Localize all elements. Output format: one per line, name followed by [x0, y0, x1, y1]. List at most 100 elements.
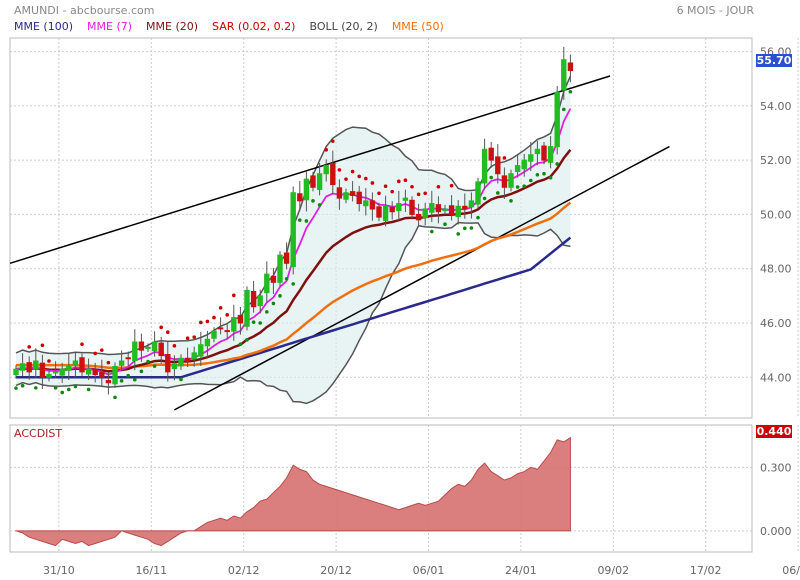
candle-down — [224, 330, 230, 333]
legend-mme50: MME (50) — [391, 20, 444, 33]
candle-down — [79, 357, 85, 373]
candle-down — [310, 175, 316, 188]
candle-down — [250, 291, 257, 308]
candle-up — [13, 368, 19, 376]
sar-dot-support — [311, 199, 315, 203]
sar-dot-support — [139, 369, 144, 374]
candle-up — [66, 365, 72, 371]
candle-up — [475, 181, 481, 205]
sar-dot-support — [113, 395, 117, 400]
sar-dot-resistance — [410, 184, 414, 189]
sar-dot-resistance — [172, 344, 177, 348]
candle-up — [118, 360, 125, 366]
candle-up — [396, 203, 402, 212]
sar-dot-resistance — [390, 189, 395, 194]
candle-down — [349, 191, 356, 196]
mme50-line — [16, 201, 572, 370]
sar-dot-resistance — [449, 183, 454, 188]
candle-down — [369, 200, 376, 210]
accdist-tick-label: 0.000 — [760, 525, 792, 538]
candle-up — [52, 371, 59, 374]
sar-dot-support — [522, 184, 526, 188]
sar-dot-resistance — [199, 320, 203, 325]
sar-dot-support — [284, 276, 289, 281]
sar-dot-resistance — [403, 178, 408, 183]
candle-up — [72, 360, 79, 366]
time-tick-label: 24/01 — [505, 564, 537, 577]
sar-dot-support — [179, 377, 183, 382]
mme20-line — [15, 149, 572, 373]
candle-up — [323, 165, 329, 175]
candle-down — [435, 204, 442, 213]
candle-up — [521, 159, 527, 170]
price-tick-label: 54.00 — [760, 100, 792, 113]
candle-down — [356, 191, 362, 205]
sar-dot-resistance — [364, 176, 368, 181]
accdist-area — [15, 436, 571, 547]
sar-dot-resistance — [337, 168, 342, 172]
candle-up — [481, 148, 488, 184]
sar-dot-support — [133, 377, 137, 382]
sar-dot-resistance — [436, 184, 441, 189]
sar-dot-resistance — [212, 315, 216, 320]
price-tick-label: 50.00 — [760, 208, 792, 221]
candle-down — [270, 275, 277, 283]
sar-dot-support — [509, 199, 513, 203]
candle-up — [257, 295, 263, 307]
candle-down — [415, 213, 422, 221]
sar-dot-support — [119, 379, 124, 383]
price-tick-label: 44.00 — [760, 371, 792, 384]
sar-dot-support — [258, 321, 263, 325]
sar-dot-resistance — [370, 181, 375, 185]
legend-mme20: MME (20) — [146, 20, 199, 33]
sar-dot-support — [271, 301, 276, 306]
sar-dot-resistance — [40, 343, 45, 348]
candle-up — [231, 317, 237, 332]
time-tick-label: 09/02 — [597, 564, 629, 577]
candle-up — [422, 208, 428, 219]
sar-dot-resistance — [106, 360, 111, 365]
sar-dot-support — [86, 387, 91, 392]
candle-down — [488, 147, 494, 161]
candle-up — [402, 197, 409, 201]
candle-up — [244, 289, 250, 327]
chart-title: AMUNDI - abcbourse.com — [14, 4, 155, 17]
sar-dot-support — [562, 107, 566, 112]
last-price-badge: 55.70 — [756, 53, 792, 67]
sar-dot-support — [515, 185, 520, 189]
candle-down — [105, 380, 112, 384]
time-tick-label: 06/01 — [413, 564, 445, 577]
candle-down — [462, 205, 468, 210]
candle-down — [184, 357, 191, 362]
sar-dot-support — [496, 191, 500, 195]
sar-dot-support — [476, 215, 480, 220]
candle-down — [376, 206, 382, 218]
sar-dot-resistance — [100, 348, 104, 352]
candle-up — [198, 344, 204, 357]
sar-dot-support — [482, 196, 487, 201]
candle-up — [277, 254, 283, 283]
candle-up — [171, 363, 178, 370]
candle-up — [528, 154, 534, 162]
sar-dot-support — [34, 386, 38, 390]
accdist-tick-label: 0.300 — [760, 461, 792, 474]
candle-down — [165, 353, 171, 373]
sar-dot-support — [304, 219, 309, 223]
candle-up — [290, 192, 296, 268]
legend-mme100: MME (100) — [14, 20, 74, 33]
candle-up — [561, 59, 567, 91]
candle-down — [336, 187, 343, 199]
legend-mme7: MME (7) — [87, 20, 133, 33]
sar-dot-support — [53, 386, 58, 390]
candle-up — [316, 173, 323, 190]
sar-dot-support — [73, 384, 78, 389]
sar-dot-resistance — [192, 335, 196, 339]
candle-down — [138, 341, 145, 351]
candle-down — [99, 371, 105, 378]
candle-up — [19, 363, 26, 371]
candle-up — [46, 374, 52, 378]
candle-up — [508, 173, 514, 188]
candle-down — [567, 62, 574, 72]
candle-up — [151, 341, 158, 352]
